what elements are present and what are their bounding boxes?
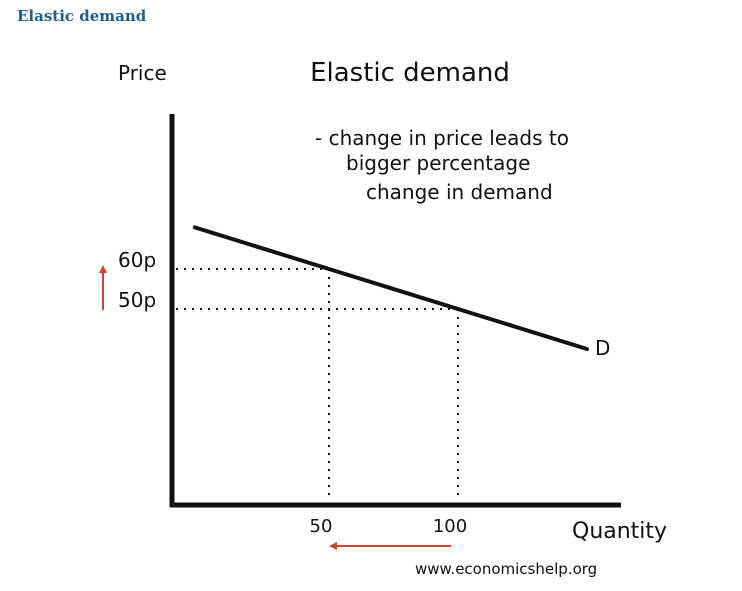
reference-guides: [176, 268, 459, 501]
series-line-0: [192, 225, 589, 351]
x-tick-label-0: 50: [310, 516, 333, 537]
chart-title: Elastic demand: [310, 58, 510, 88]
source-credit: www.economicshelp.org: [415, 560, 597, 578]
annotation-line-3: change in demand: [366, 180, 553, 204]
series-label-0: D: [595, 336, 610, 360]
annotation-line-1: - change in price leads to: [315, 126, 569, 150]
annotation-line-2: bigger percentage: [346, 151, 530, 175]
x-tick-label-1: 100: [433, 516, 467, 537]
demand-series: D: [192, 225, 610, 360]
y-tick-label-0: 60p: [118, 248, 156, 272]
x-axis-label: Quantity: [572, 519, 667, 544]
tick-labels: 50 100 60p 50p: [118, 248, 467, 537]
page-heading: Elastic demand: [17, 7, 147, 25]
y-axis-label: Price: [118, 61, 167, 85]
y-tick-label-1: 50p: [118, 288, 156, 312]
